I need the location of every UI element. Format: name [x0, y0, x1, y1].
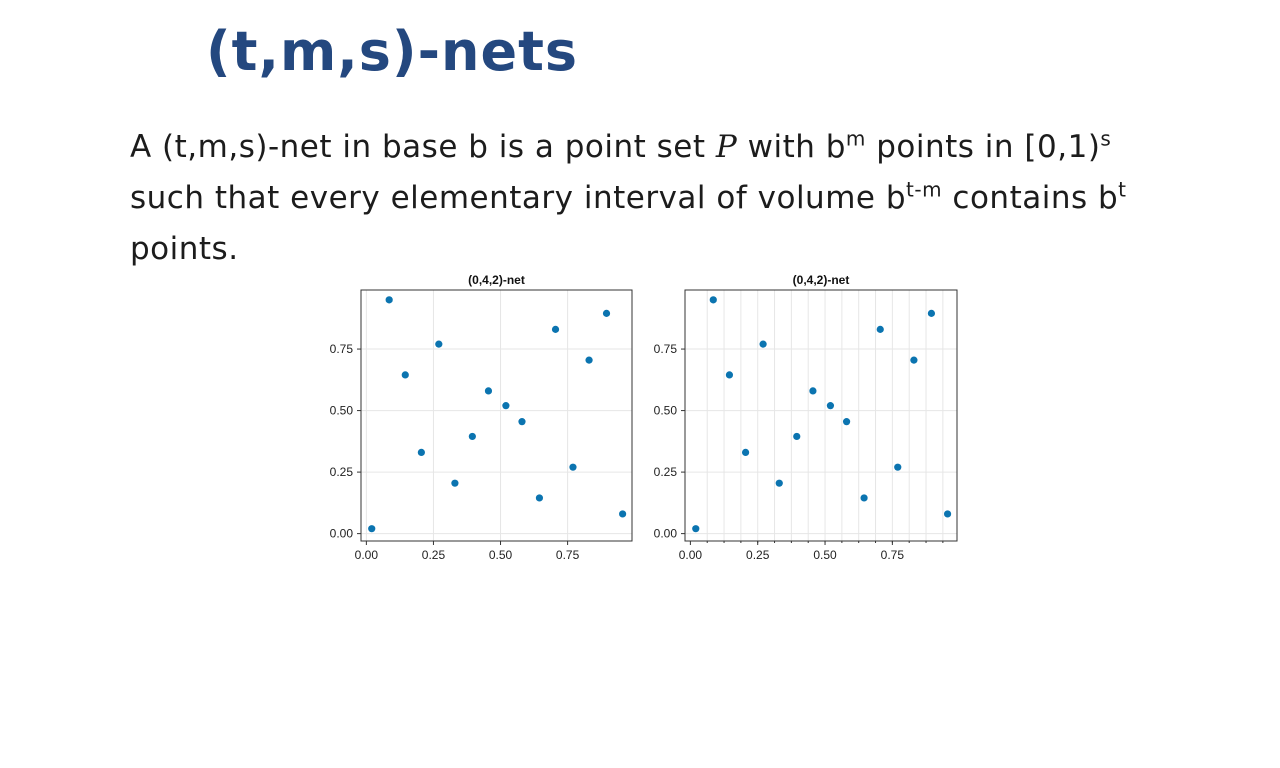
data-point — [927, 309, 936, 317]
definition-part-6: points. — [130, 231, 239, 267]
chart-title: (0,4,2)-net — [468, 273, 525, 287]
definition-part-4: such that every elementary interval of v… — [130, 180, 907, 216]
x-tick-label: 0.00 — [355, 548, 379, 562]
data-point — [775, 479, 783, 487]
data-point — [741, 448, 750, 457]
data-point — [793, 432, 801, 441]
data-point — [759, 340, 767, 348]
y-tick-label: 0.25 — [330, 465, 354, 479]
superscript-s: s — [1100, 126, 1112, 151]
data-point — [860, 494, 868, 502]
x-tick-label: 0.00 — [679, 548, 703, 562]
slide-title: (t,m,s)-nets — [206, 20, 579, 83]
data-point — [894, 463, 902, 471]
superscript-m: m — [845, 126, 866, 151]
data-point — [619, 510, 627, 518]
data-point — [385, 296, 393, 304]
data-point — [535, 494, 544, 502]
x-tick-label: 0.50 — [489, 548, 513, 562]
data-point — [368, 525, 376, 533]
data-point — [876, 325, 884, 333]
x-tick-label: 0.75 — [556, 548, 580, 562]
data-point — [585, 356, 593, 364]
y-tick-label: 0.50 — [330, 404, 354, 418]
chart-title: (0,4,2)-net — [793, 273, 850, 287]
data-point — [943, 510, 952, 518]
y-tick-label: 0.50 — [654, 404, 678, 418]
y-tick-label: 0.00 — [654, 527, 678, 541]
data-point — [551, 325, 560, 333]
data-point — [602, 309, 611, 317]
data-point — [709, 296, 717, 304]
chart-2: (0,4,2)-net 0.00 0.25 0.50 0.75 0.00 0.25 0.50 0… — [654, 273, 958, 562]
data-point — [809, 387, 817, 395]
data-point — [842, 418, 851, 426]
data-point — [451, 479, 459, 487]
x-tick-label: 0.25 — [422, 548, 446, 562]
definition-part-2: with b — [737, 129, 846, 165]
y-tick-label: 0.75 — [330, 342, 354, 356]
x-tick-label: 0.25 — [746, 548, 770, 562]
definition-text: A (t,m,s)-net in base b is a point set P… — [130, 122, 1180, 275]
data-point — [401, 371, 409, 379]
data-point — [910, 356, 918, 364]
chart-1: (0,4,2)-net 0.00 0.25 0.50 0.75 0.00 0.25 0.50 0… — [330, 273, 633, 562]
plot-frame — [684, 289, 958, 542]
data-point — [484, 387, 493, 395]
data-point — [417, 448, 425, 457]
data-point — [692, 525, 700, 533]
data-point — [468, 432, 476, 441]
definition-part-3: points in [0,1) — [865, 129, 1101, 165]
definition-part-1: A (t,m,s)-net in base b is a point set — [130, 129, 716, 165]
data-point — [435, 340, 443, 348]
set-symbol: P — [715, 129, 738, 165]
x-tick-label: 0.50 — [813, 548, 837, 562]
y-tick-label: 0.00 — [330, 527, 354, 541]
data-point — [518, 418, 526, 426]
data-point — [725, 371, 734, 379]
data-point — [826, 402, 835, 410]
plot-frame — [360, 289, 633, 542]
superscript-t: t — [1118, 177, 1127, 202]
x-tick-label: 0.75 — [881, 548, 905, 562]
definition-part-5: contains b — [942, 180, 1119, 216]
y-tick-label: 0.75 — [654, 342, 678, 356]
superscript-t-minus-m: t-m — [906, 177, 943, 202]
data-point — [569, 463, 577, 471]
y-tick-label: 0.25 — [654, 465, 678, 479]
data-point — [502, 402, 510, 410]
